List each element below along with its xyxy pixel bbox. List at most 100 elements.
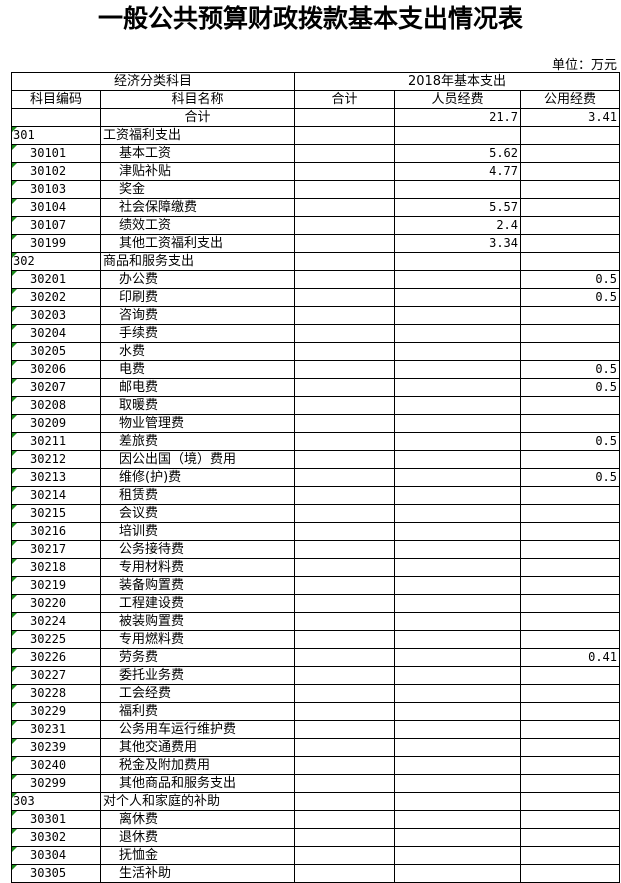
row-personnel: 3.34 [394, 234, 521, 253]
table-row: 30211 差旅费 0.5 [11, 432, 620, 451]
unit-label: 单位：万元 [551, 58, 617, 73]
row-public: 0.41 [520, 648, 620, 667]
row-code-text: 30201 [30, 272, 67, 286]
cell-note-marker-icon [12, 343, 17, 348]
row-name: 其他交通费用 [100, 738, 295, 757]
row-public [520, 666, 620, 685]
row-code: 30226 [11, 648, 101, 667]
row-code-text: 30212 [30, 452, 67, 466]
row-public [520, 342, 620, 361]
row-public [520, 324, 620, 343]
row-total [294, 630, 395, 649]
row-code-text: 30302 [30, 830, 67, 844]
cell-note-marker-icon [12, 451, 17, 456]
cell-note-marker-icon [12, 415, 17, 420]
row-name: 专用燃料费 [100, 630, 295, 649]
cell-note-marker-icon [12, 775, 17, 780]
row-code-text: 30107 [30, 218, 67, 232]
row-public [520, 684, 620, 703]
row-total [294, 396, 395, 415]
row-total [294, 126, 395, 145]
row-personnel [394, 666, 521, 685]
row-public [520, 612, 620, 631]
row-total [294, 414, 395, 433]
cell-note-marker-icon [12, 757, 17, 762]
cell-note-marker-icon [12, 289, 17, 294]
cell-note-marker-icon [12, 703, 17, 708]
table-row: 30212 因公出国（境）费用 [11, 450, 620, 469]
table-row: 30199 其他工资福利支出 3.34 [11, 234, 620, 253]
row-code-text: 30229 [30, 704, 67, 718]
row-public [520, 144, 620, 163]
cell-note-marker-icon [12, 325, 17, 330]
row-personnel [394, 792, 521, 811]
cell-note-marker-icon [12, 847, 17, 852]
row-code: 30228 [11, 684, 101, 703]
row-personnel [394, 468, 521, 487]
table-row: 30229 福利费 [11, 702, 620, 721]
cell-note-marker-icon [12, 631, 17, 636]
row-personnel [394, 558, 521, 577]
row-total [294, 504, 395, 523]
row-code-text: 30211 [30, 434, 67, 448]
cell-note-marker-icon [12, 559, 17, 564]
cell-note-marker-icon [12, 793, 17, 798]
header-row-2: 科目编码 科目名称 合计 人员经费 公用经费 [11, 90, 620, 109]
row-name: 津贴补贴 [100, 162, 295, 181]
row-public [520, 180, 620, 199]
row-code-text: 30102 [30, 164, 67, 178]
row-personnel [394, 540, 521, 559]
row-total [294, 180, 395, 199]
row-total [294, 684, 395, 703]
cell-note-marker-icon [12, 181, 17, 186]
row-name: 邮电费 [100, 378, 295, 397]
row-name: 公务接待费 [100, 540, 295, 559]
header-name: 科目名称 [100, 90, 295, 109]
header-economic-category: 经济分类科目 [11, 72, 295, 91]
row-name: 福利费 [100, 702, 295, 721]
row-public [520, 828, 620, 847]
row-code: 30218 [11, 558, 101, 577]
row-code-text: 301 [13, 128, 35, 142]
row-code: 30213 [11, 468, 101, 487]
row-total [294, 432, 395, 451]
table-row: 30202 印刷费 0.5 [11, 288, 620, 307]
row-personnel [394, 846, 521, 865]
table-row: 30239 其他交通费用 [11, 738, 620, 757]
row-total [294, 558, 395, 577]
cell-note-marker-icon [12, 523, 17, 528]
table-row: 30207 邮电费 0.5 [11, 378, 620, 397]
row-personnel [394, 504, 521, 523]
cell-note-marker-icon [12, 217, 17, 222]
row-public [520, 522, 620, 541]
table-row: 30220 工程建设费 [11, 594, 620, 613]
row-personnel [394, 432, 521, 451]
table-row: 30214 租赁费 [11, 486, 620, 505]
row-code: 30207 [11, 378, 101, 397]
row-code-text: 302 [13, 254, 35, 268]
cell-note-marker-icon [12, 595, 17, 600]
row-personnel [394, 522, 521, 541]
row-name: 委托业务费 [100, 666, 295, 685]
row-public: 0.5 [520, 360, 620, 379]
table-row: 30215 会议费 [11, 504, 620, 523]
table-row: 30227 委托业务费 [11, 666, 620, 685]
row-personnel [394, 324, 521, 343]
row-public [520, 504, 620, 523]
row-code-text: 30208 [30, 398, 67, 412]
row-personnel [394, 576, 521, 595]
row-name: 工会经费 [100, 684, 295, 703]
row-personnel [394, 378, 521, 397]
row-code-text: 30215 [30, 506, 67, 520]
row-personnel [394, 774, 521, 793]
row-name: 公务用车运行维护费 [100, 720, 295, 739]
table-row: 30301 离休费 [11, 810, 620, 829]
row-name: 劳务费 [100, 648, 295, 667]
row-public [520, 198, 620, 217]
row-code: 30204 [11, 324, 101, 343]
row-code-text: 30226 [30, 650, 67, 664]
row-name: 差旅费 [100, 432, 295, 451]
row-code-text: 30305 [30, 866, 67, 880]
table-row: 30102 津贴补贴 4.77 [11, 162, 620, 181]
row-name: 税金及附加费用 [100, 756, 295, 775]
